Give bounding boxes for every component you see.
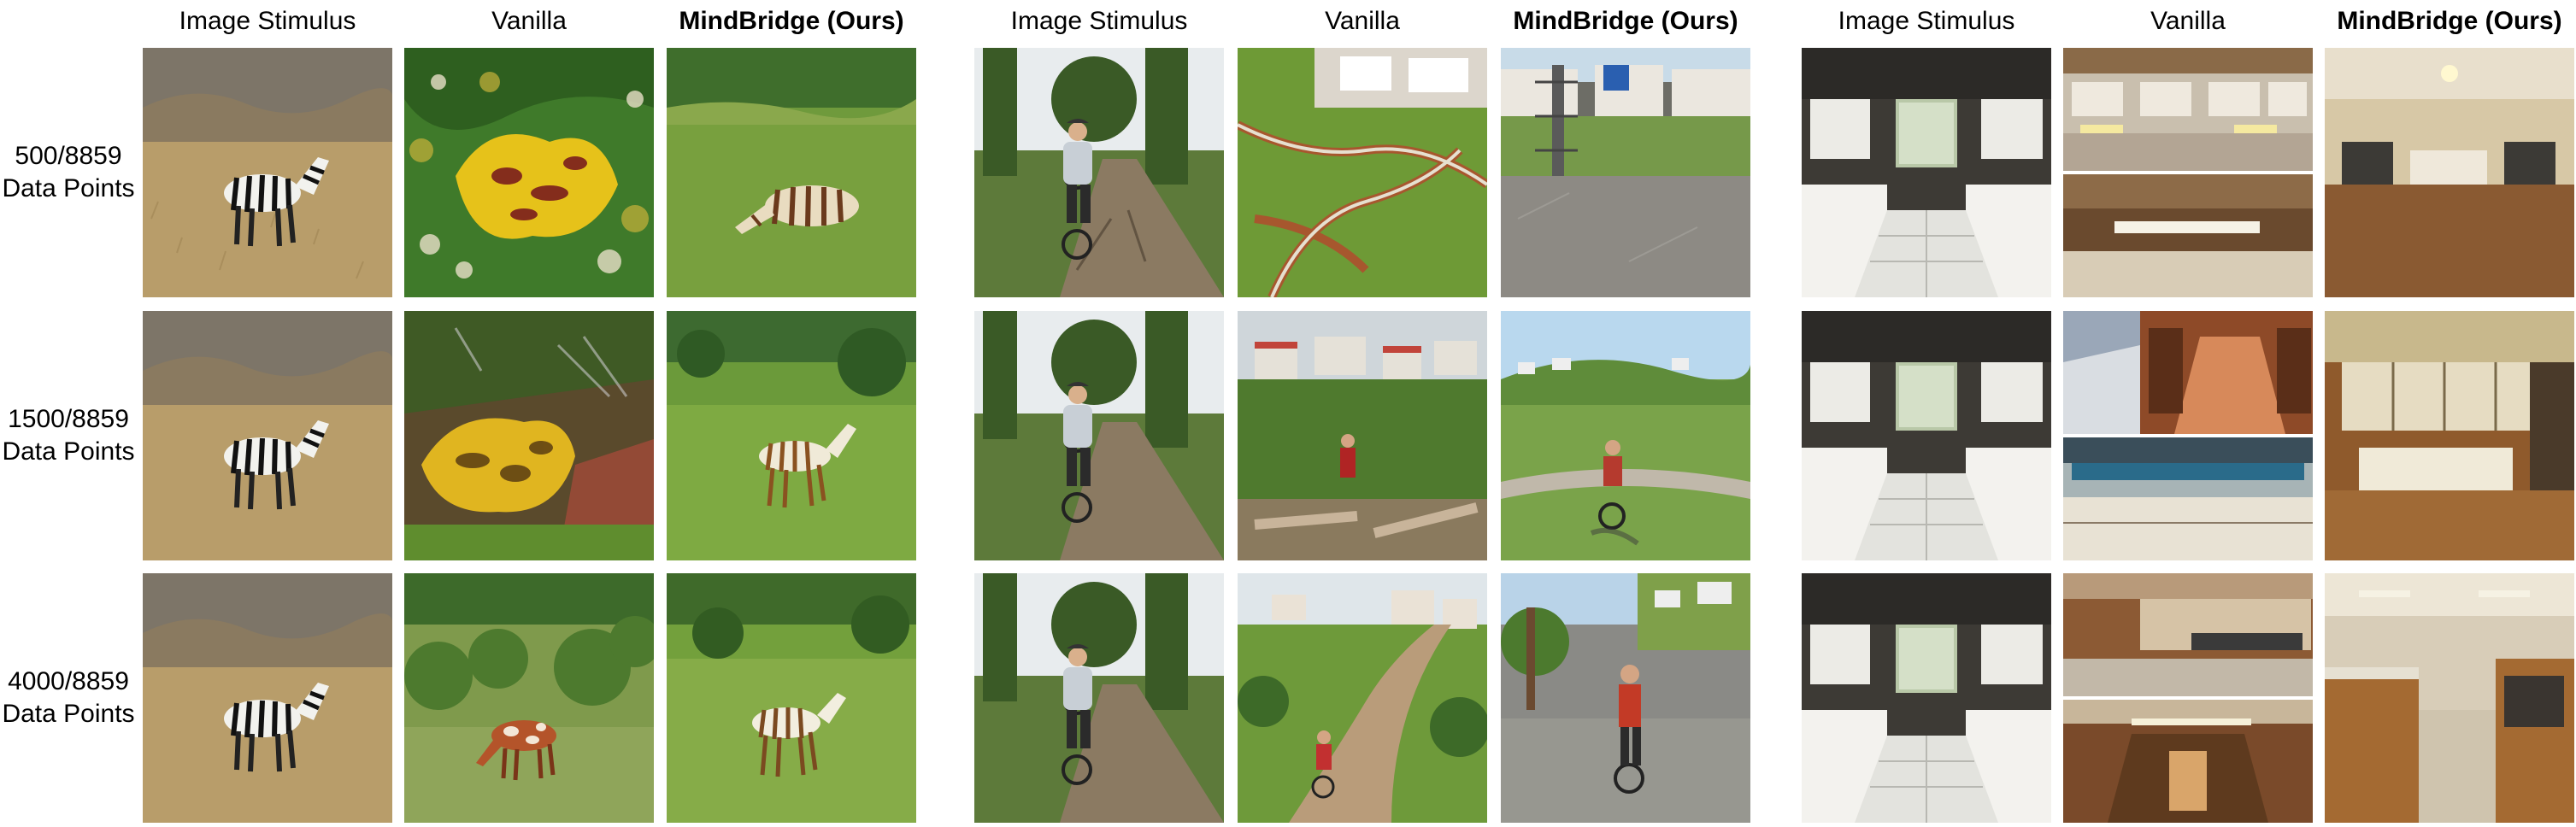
kitchen-vanilla-500-image — [2063, 48, 2313, 297]
zebra-vanilla-1500-image — [404, 311, 654, 560]
cyclist-vanilla-4000-image — [1238, 573, 1487, 823]
cyclist-figure — [1062, 382, 1092, 523]
row-label-unit: Data Points — [2, 700, 135, 728]
header-zebra-mindbridge: MindBridge (Ours) — [679, 7, 904, 35]
header-kitchen-mindbridge: MindBridge (Ours) — [2337, 7, 2562, 35]
kitchen-stimulus-image — [1802, 573, 2051, 823]
cyclist-figure — [1340, 434, 1356, 478]
zebra-mindbridge-4000-image — [667, 573, 916, 823]
zebra-figure — [224, 683, 329, 772]
cyclist-stimulus-image — [974, 573, 1224, 823]
zebra-mindbridge-1500-image — [667, 311, 916, 560]
cyclist-stimulus-image — [974, 48, 1224, 297]
horse-figure — [476, 720, 556, 781]
cyclist-mindbridge-4000-image — [1501, 573, 1750, 823]
zebra-mindbridge-500-image — [667, 48, 916, 297]
row-label-unit: Data Points — [2, 174, 135, 202]
kitchen-stimulus-image — [1802, 48, 2051, 297]
cyclist-figure — [1311, 730, 1335, 799]
header-cyclist-stimulus: Image Stimulus — [1010, 7, 1188, 35]
kitchen-mindbridge-1500-image — [2325, 311, 2574, 560]
kitchen-vanilla-1500-image — [2063, 311, 2313, 560]
row-label-500: 500/8859 Data Points — [0, 48, 137, 297]
row-label-unit: Data Points — [2, 437, 135, 466]
kitchen-vanilla-4000-image — [2063, 573, 2313, 823]
cyclist-figure — [1062, 119, 1092, 260]
zebra-figure — [224, 157, 329, 247]
row-label-count: 500/8859 — [15, 142, 122, 170]
zebra-stimulus-image — [143, 48, 392, 297]
cyclist-mindbridge-1500-image — [1501, 311, 1750, 560]
kitchen-mindbridge-500-image — [2325, 48, 2574, 297]
cyclist-figure — [1590, 440, 1639, 546]
header-cyclist-mindbridge: MindBridge (Ours) — [1513, 7, 1738, 35]
zebra-stimulus-image — [143, 311, 392, 560]
row-label-count: 1500/8859 — [8, 405, 129, 433]
zebra-figure — [759, 424, 856, 508]
zebra-figure — [735, 185, 859, 234]
kitchen-mindbridge-4000-image — [2325, 573, 2574, 823]
cyclist-figure — [1614, 665, 1644, 794]
header-zebra-stimulus: Image Stimulus — [179, 7, 356, 35]
kitchen-stimulus-image — [1802, 311, 2051, 560]
zebra-vanilla-500-image — [404, 48, 654, 297]
row-label-1500: 1500/8859 Data Points — [0, 311, 137, 560]
cyclist-vanilla-500-image — [1238, 48, 1487, 297]
cyclist-stimulus-image — [974, 311, 1224, 560]
zebra-vanilla-4000-image — [404, 573, 654, 823]
header-kitchen-vanilla: Vanilla — [2150, 7, 2226, 35]
cyclist-vanilla-1500-image — [1238, 311, 1487, 560]
zebra-figure — [752, 693, 846, 777]
zebra-stimulus-image — [143, 573, 392, 823]
cyclist-mindbridge-500-image — [1501, 48, 1750, 297]
zebra-figure — [224, 420, 329, 510]
row-label-count: 4000/8859 — [8, 667, 129, 695]
row-label-4000: 4000/8859 Data Points — [0, 573, 137, 823]
header-zebra-vanilla: Vanilla — [491, 7, 567, 35]
cyclist-figure — [1062, 644, 1092, 785]
header-kitchen-stimulus: Image Stimulus — [1838, 7, 2015, 35]
header-cyclist-vanilla: Vanilla — [1325, 7, 1400, 35]
